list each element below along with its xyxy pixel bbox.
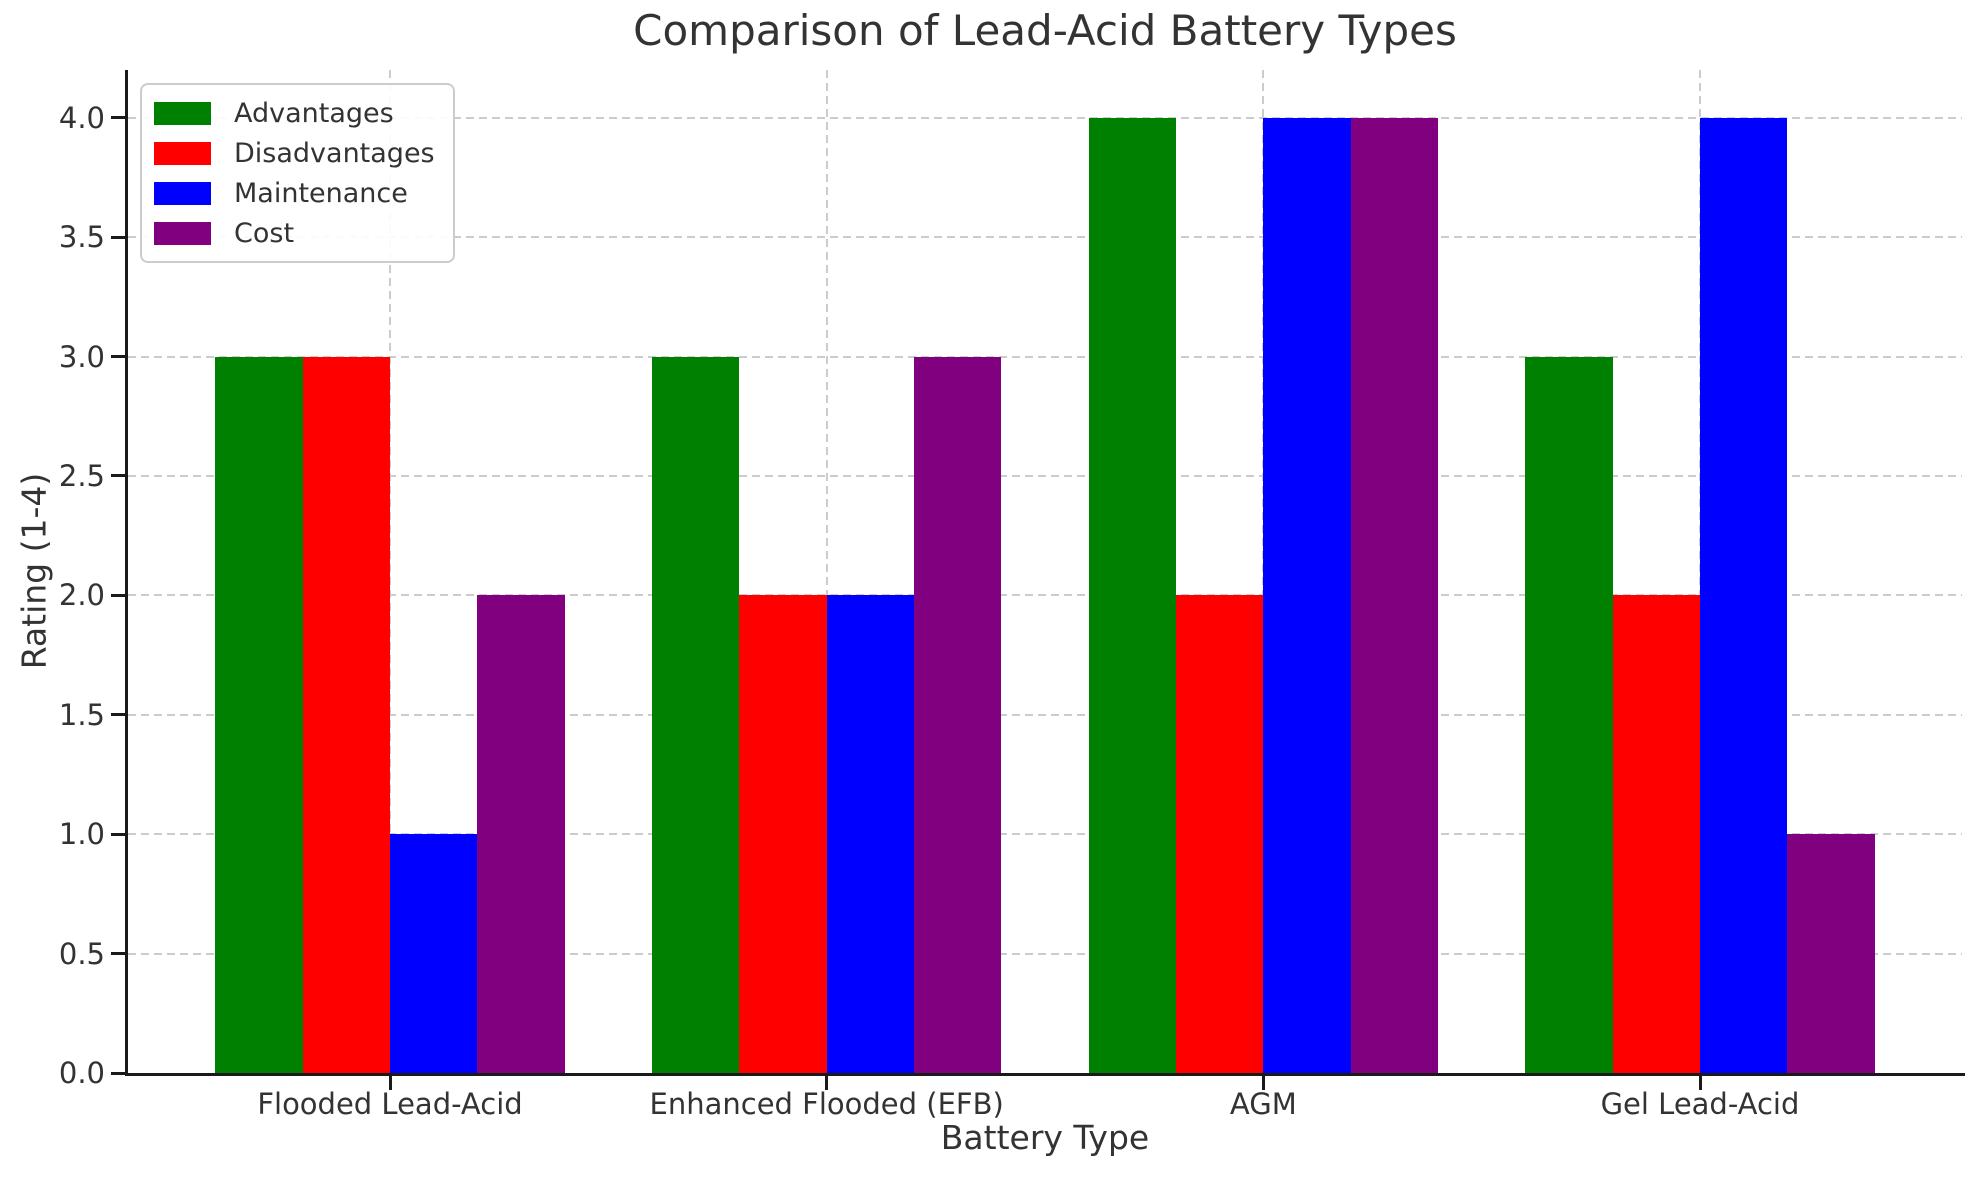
chart-title: Comparison of Lead-Acid Battery Types xyxy=(633,6,1457,55)
gridline-vertical xyxy=(388,70,391,1073)
legend: Advantages Disadvantages Maintenance Cost xyxy=(140,83,455,263)
bar-flooded-lead-acid-advantages xyxy=(215,356,303,1073)
x-tick-mark xyxy=(1698,1076,1702,1090)
y-tick-mark xyxy=(111,713,125,717)
x-tick-mark xyxy=(388,1076,392,1090)
y-tick-label: 1.5 xyxy=(58,697,105,732)
legend-label-cost: Cost xyxy=(234,217,295,249)
legend-item-advantages: Advantages xyxy=(154,93,435,133)
bar-enhanced-flooded-efb-disadvantages xyxy=(739,595,827,1073)
y-tick-mark xyxy=(111,116,125,120)
gridline-horizontal xyxy=(128,833,1962,836)
bar-agm-cost xyxy=(1350,117,1438,1073)
x-axis-spine xyxy=(125,1073,1965,1076)
y-tick-mark xyxy=(111,952,125,956)
gridline-vertical xyxy=(825,70,828,1073)
legend-swatch-advantages xyxy=(154,101,211,125)
y-tick-label: 3.0 xyxy=(58,339,105,374)
y-tick-label: 2.0 xyxy=(58,578,105,613)
bar-flooded-lead-acid-cost xyxy=(477,595,565,1073)
y-tick-mark xyxy=(111,1071,125,1075)
bar-enhanced-flooded-efb-advantages xyxy=(652,356,740,1073)
legend-swatch-disadvantages xyxy=(154,141,211,165)
bar-enhanced-flooded-efb-maintenance xyxy=(826,595,914,1073)
bar-flooded-lead-acid-disadvantages xyxy=(302,356,390,1073)
legend-item-maintenance: Maintenance xyxy=(154,173,435,213)
gridline-horizontal xyxy=(128,713,1962,716)
plot-area: Advantages Disadvantages Maintenance Cost xyxy=(128,70,1962,1073)
bar-enhanced-flooded-efb-cost xyxy=(914,356,1002,1073)
x-tick-mark xyxy=(825,1076,829,1090)
bar-gel-lead-acid-advantages xyxy=(1525,356,1613,1073)
gridline-horizontal xyxy=(128,116,1962,119)
y-tick-label: 0.0 xyxy=(58,1056,105,1090)
gridline-horizontal xyxy=(128,355,1962,358)
legend-item-cost: Cost xyxy=(154,213,435,253)
gridline-horizontal xyxy=(128,952,1962,955)
y-axis-label: Rating (1-4) xyxy=(14,472,54,670)
bar-flooded-lead-acid-maintenance xyxy=(390,834,478,1073)
gridline-horizontal xyxy=(128,594,1962,597)
legend-swatch-maintenance xyxy=(154,181,211,205)
y-tick-label: 1.0 xyxy=(58,817,105,852)
y-tick-mark xyxy=(111,355,125,359)
legend-item-disadvantages: Disadvantages xyxy=(154,133,435,173)
x-tick-mark xyxy=(1261,1076,1265,1090)
x-tick-label-gel-lead-acid: Gel Lead-Acid xyxy=(1600,1087,1800,1121)
y-axis-spine xyxy=(125,70,128,1076)
bar-gel-lead-acid-maintenance xyxy=(1700,117,1788,1073)
bar-gel-lead-acid-cost xyxy=(1787,834,1875,1073)
y-tick-label: 2.5 xyxy=(58,458,105,493)
legend-label-disadvantages: Disadvantages xyxy=(234,137,435,169)
bar-agm-advantages xyxy=(1088,117,1176,1073)
legend-label-advantages: Advantages xyxy=(234,97,394,129)
y-tick-label: 4.0 xyxy=(58,100,105,135)
x-tick-label-enhanced-flooded-efb: Enhanced Flooded (EFB) xyxy=(649,1087,1004,1121)
y-tick-label: 3.5 xyxy=(58,220,105,255)
x-axis-label: Battery Type xyxy=(940,1118,1150,1157)
y-tick-label: 0.5 xyxy=(58,936,105,971)
bar-agm-disadvantages xyxy=(1176,595,1264,1073)
y-tick-mark xyxy=(111,593,125,597)
gridline-horizontal xyxy=(128,236,1962,239)
bar-gel-lead-acid-disadvantages xyxy=(1612,595,1700,1073)
y-tick-mark xyxy=(111,235,125,239)
x-tick-label-flooded-lead-acid: Flooded Lead-Acid xyxy=(257,1087,523,1121)
y-tick-mark xyxy=(111,474,125,478)
gridline-horizontal xyxy=(128,474,1962,477)
y-tick-mark xyxy=(111,832,125,836)
x-tick-label-agm: AGM xyxy=(1229,1087,1297,1121)
legend-swatch-cost xyxy=(154,221,211,245)
legend-label-maintenance: Maintenance xyxy=(234,177,408,209)
bar-agm-maintenance xyxy=(1263,117,1351,1073)
